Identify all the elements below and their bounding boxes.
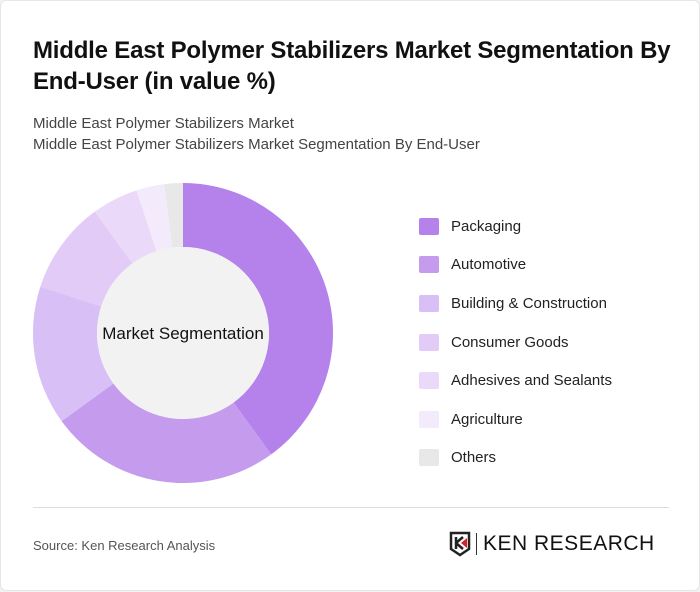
legend-label: Adhesives and Sealants: [451, 372, 612, 390]
slice-others: [164, 183, 183, 248]
legend-swatch: [419, 449, 439, 467]
legend-item: Others: [419, 439, 612, 478]
chart-title: Middle East Polymer Stabilizers Market S…: [33, 37, 671, 95]
slice-building-construction: [33, 286, 114, 422]
slice-agriculture: [136, 184, 173, 252]
divider: [33, 507, 669, 508]
slice-consumer-goods: [40, 211, 133, 307]
legend-item: Adhesives and Sealants: [419, 361, 612, 400]
logo-text: KEN RESEARCH: [483, 532, 655, 555]
legend-item: Building & Construction: [419, 284, 612, 323]
legend-item: Agriculture: [419, 400, 612, 439]
legend-swatch: [419, 217, 439, 235]
legend-label: Packaging: [451, 217, 522, 235]
donut-center: [97, 247, 269, 419]
legend: Packaging Automotive Building & Constructi…: [419, 207, 612, 477]
center-label: Market Segmentation: [102, 324, 264, 343]
legend-swatch: [419, 333, 439, 351]
subtitle-market: Middle East Polymer Stabilizers Market: [33, 115, 294, 132]
legend-item: Automotive: [419, 246, 612, 285]
legend-swatch: [419, 410, 439, 428]
ken-research-logo: KEN RESEARCH: [449, 531, 655, 557]
legend-swatch: [419, 256, 439, 274]
legend-label: Building & Construction: [451, 294, 607, 312]
legend-swatch: [419, 294, 439, 312]
ken-logo-icon: [449, 531, 471, 557]
source-note: Source: Ken Research Analysis: [33, 538, 216, 553]
legend-item: Packaging: [419, 207, 612, 246]
slice-packaging: [183, 183, 333, 455]
legend-label: Agriculture: [451, 410, 523, 428]
slice-adhesives-and-sealants: [94, 190, 157, 264]
legend-label: Others: [451, 449, 497, 467]
slice-automotive: [61, 383, 272, 483]
legend-label: Automotive: [451, 256, 527, 274]
subtitle-segmentation: Middle East Polymer Stabilizers Market S…: [33, 136, 480, 153]
legend-swatch: [419, 372, 439, 390]
legend-label: Consumer Goods: [451, 333, 569, 351]
legend-item: Consumer Goods: [419, 323, 612, 362]
